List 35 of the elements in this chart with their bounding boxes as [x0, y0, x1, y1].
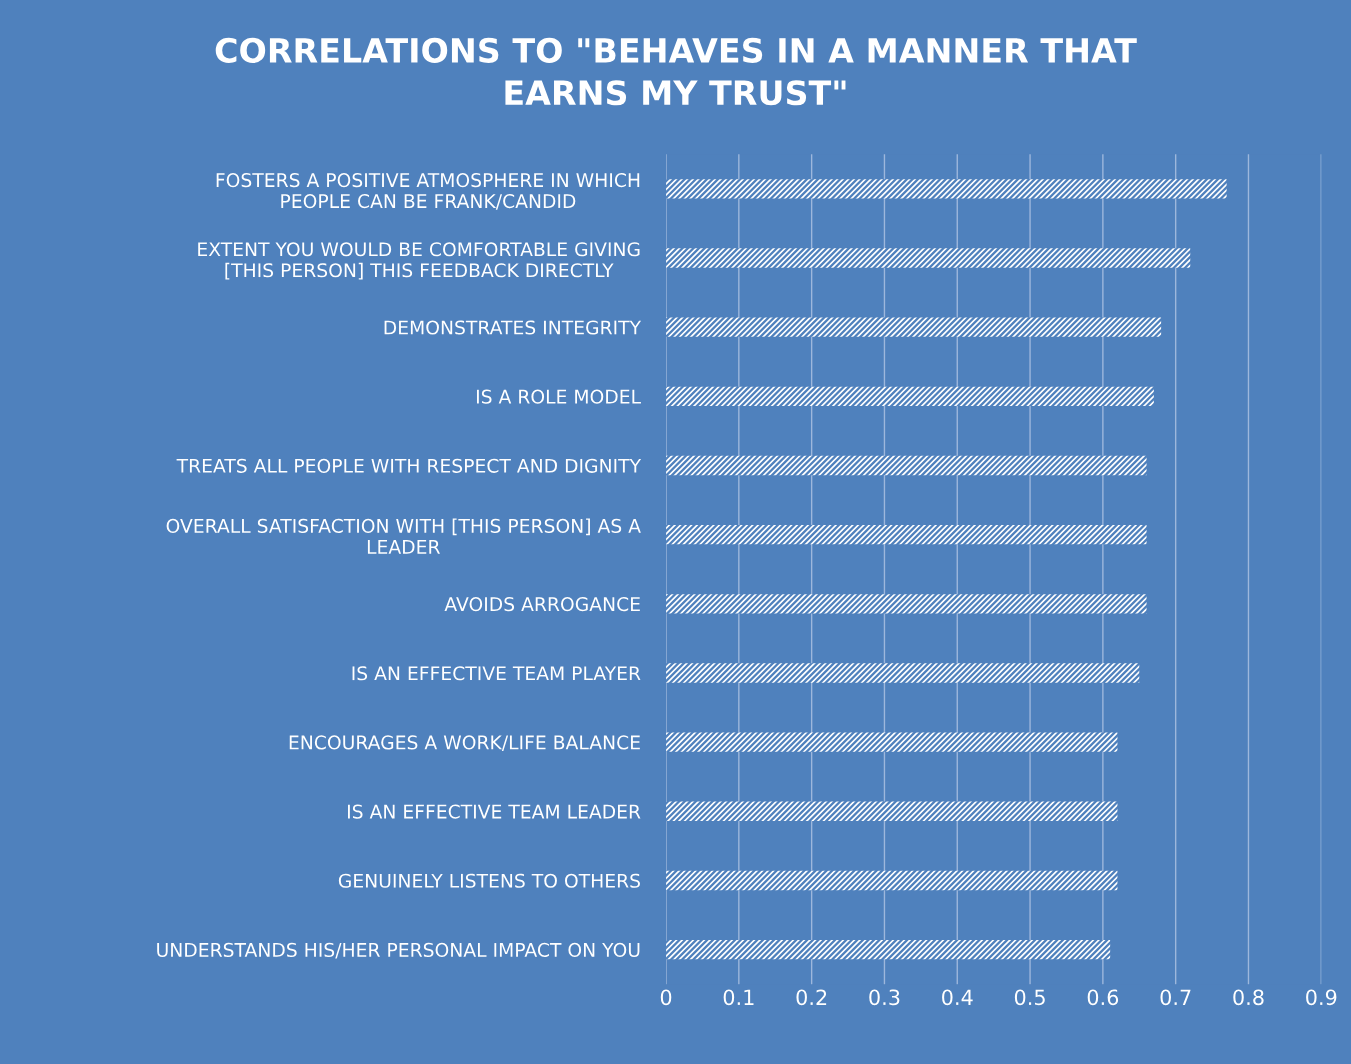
y-tick-label: IS AN EFFECTIVE TEAM PLAYER — [352, 666, 641, 681]
x-tick-label: 0.5 — [1014, 989, 1045, 1006]
bar — [666, 801, 1118, 821]
bar — [666, 870, 1118, 891]
x-tick-label: 0 — [660, 989, 672, 1006]
x-tick-label: 0.4 — [942, 989, 973, 1006]
y-tick-label: EXTENT YOU WOULD BE COMFORTABLE GIVING [THIS PERSON] THIS FEEDBACK DIRECTLY — [198, 242, 640, 280]
x-tick-label: 0.8 — [1233, 989, 1264, 1006]
y-tick-label: GENUINELY LISTENS TO OTHERS — [338, 873, 640, 888]
bar — [666, 732, 1118, 752]
y-tick-label: OVERALL SATISFACTION WITH [THIS PERSON] AS A LEADER — [166, 518, 641, 554]
x-tick-label: 0.3 — [869, 989, 900, 1006]
bar — [666, 248, 1191, 268]
y-tick-label: DEMONSTRATES INTEGRITY — [384, 320, 642, 335]
bar — [666, 386, 1154, 407]
y-tick-label: AVOIDS ARROGANCE — [444, 597, 640, 612]
bar — [666, 524, 1147, 545]
y-tick-label: ENCOURAGES A WORK/LIFE BALANCE — [289, 735, 640, 751]
y-tick-label: IS A ROLE MODEL — [476, 389, 641, 404]
x-tick-label: 0.1 — [723, 989, 754, 1006]
y-tick-label: FOSTERS A POSITIVE ATMOSPHERE IN WHICH PEOPLE CAN BE FRANK/CANDID — [216, 172, 640, 210]
x-tick-label: 0.9 — [1306, 989, 1337, 1006]
x-tick-label: 0.7 — [1160, 989, 1191, 1006]
bar — [666, 455, 1147, 476]
bar — [666, 939, 1111, 960]
x-tick-label: 0.2 — [796, 989, 827, 1006]
bar — [666, 663, 1140, 683]
chart-title: CORRELATIONS TO "BEHAVES IN A MANNER THAT EARNS MY TRUST" — [215, 37, 1137, 106]
y-tick-label: TREATS ALL PEOPLE WITH RESPECT AND DIGNITY — [176, 458, 642, 473]
y-tick-label: IS AN EFFECTIVE TEAM LEADER — [348, 804, 641, 819]
x-tick-label: 0.6 — [1087, 989, 1119, 1006]
y-tick-label: UNDERSTANDS HIS/HER PERSONAL IMPACT ON YOU — [157, 942, 640, 959]
bar — [666, 594, 1147, 614]
bar — [666, 179, 1227, 199]
bar — [666, 317, 1162, 337]
